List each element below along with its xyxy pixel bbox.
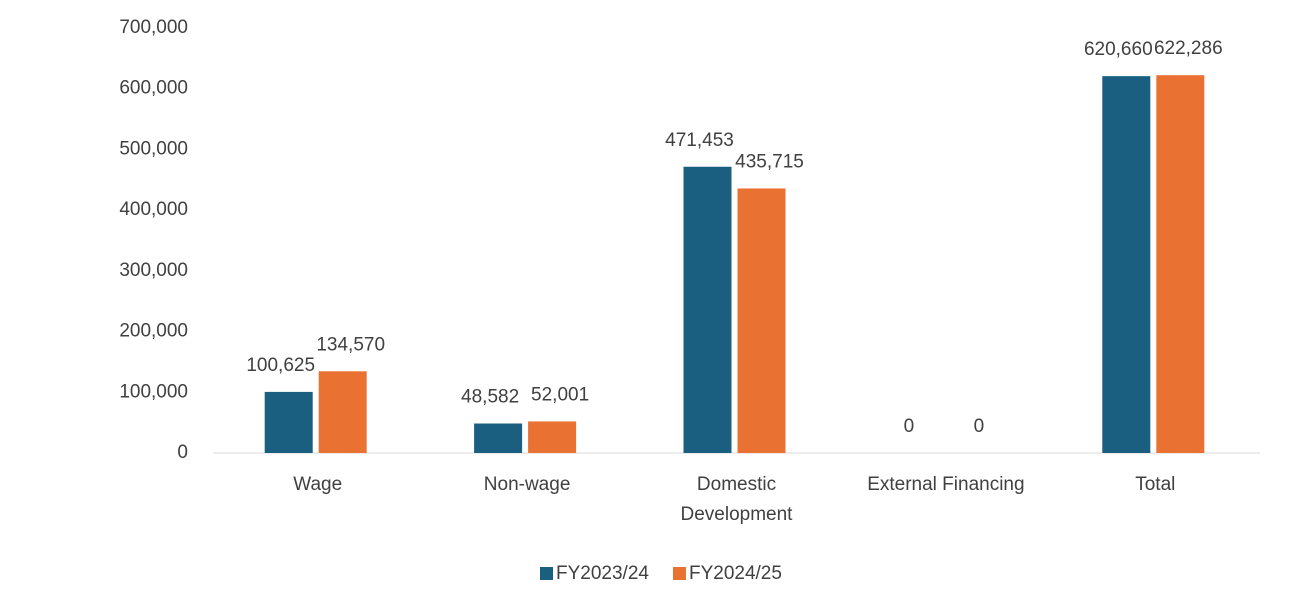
legend-swatch [540, 567, 553, 580]
y-tick-label: 700,000 [119, 17, 188, 38]
bar [737, 188, 786, 454]
x-tick-label: Wage [293, 474, 342, 495]
legend-label: FY2024/25 [689, 563, 782, 584]
value-label: 0 [974, 416, 985, 437]
y-tick-label: 300,000 [119, 260, 188, 281]
y-tick-label: 400,000 [119, 199, 188, 220]
x-tick-label: External Financing [867, 474, 1024, 495]
x-tick-label: Non-wage [484, 474, 571, 495]
legend-label: FY2023/24 [556, 563, 649, 584]
value-label: 471,453 [665, 130, 734, 151]
y-tick-label: 100,000 [119, 381, 188, 402]
bar [528, 421, 577, 453]
value-label: 622,286 [1154, 38, 1223, 59]
value-label: 48,582 [461, 387, 519, 408]
value-label: 620,660 [1084, 39, 1153, 60]
bar [683, 166, 732, 453]
y-tick-label: 200,000 [119, 321, 188, 342]
value-label: 52,001 [531, 384, 589, 405]
value-label: 100,625 [246, 355, 315, 376]
value-label: 134,570 [316, 334, 385, 355]
y-tick-label: 600,000 [119, 78, 188, 99]
bar [1102, 76, 1151, 453]
value-label: 0 [904, 416, 915, 437]
legend-swatch [672, 567, 686, 580]
bar [264, 391, 313, 453]
value-label: 435,715 [735, 151, 804, 172]
y-tick-label: 0 [177, 442, 188, 463]
bar [318, 371, 367, 453]
bar [1156, 75, 1205, 453]
bar [474, 423, 523, 453]
y-tick-label: 500,000 [119, 138, 188, 159]
x-tick-label: Domestic Development [681, 474, 794, 525]
x-tick-label: Total [1135, 474, 1175, 495]
